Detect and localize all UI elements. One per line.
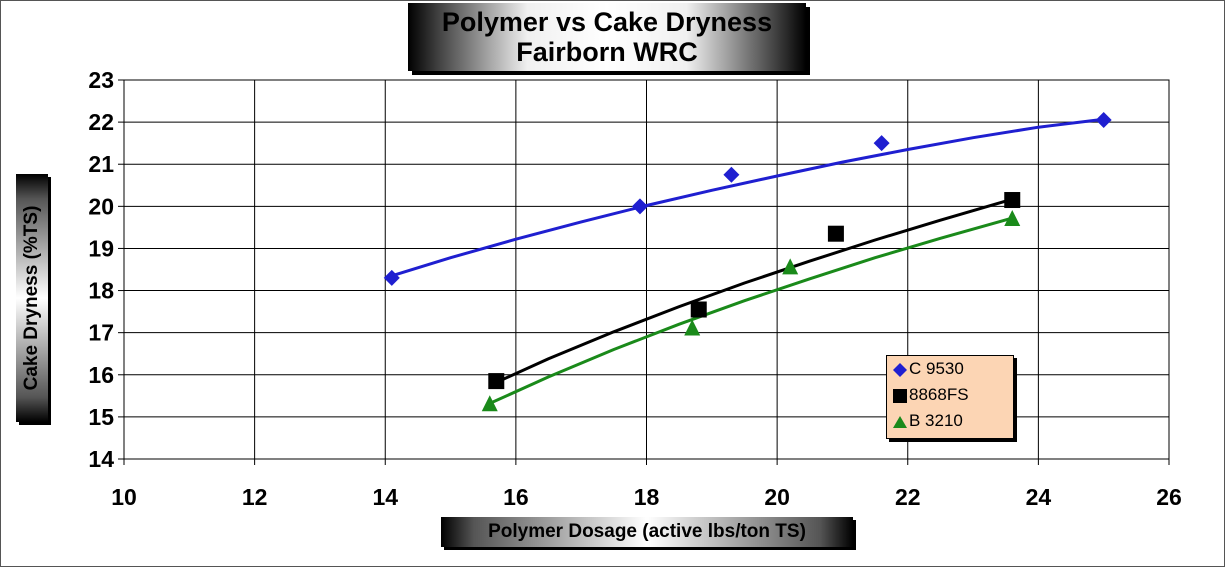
legend-label: B 3210 (909, 411, 963, 430)
y-tick-label: 17 (88, 320, 114, 346)
diamond-marker-icon (893, 362, 907, 377)
x-tick-label: 16 (503, 484, 529, 510)
data-point-c9530 (631, 198, 648, 215)
data-points (383, 112, 1112, 412)
x-axis-label-box: Polymer Dosage (active lbs/ton TS) (441, 517, 853, 547)
x-tick-label: 24 (1026, 484, 1052, 510)
data-point-b3210 (481, 395, 498, 412)
trend-lines (391, 117, 1104, 405)
y-tick-label: 20 (88, 193, 114, 219)
y-tick-label: 22 (88, 109, 114, 135)
data-point-8868fs (1004, 192, 1021, 209)
y-tick-label: 19 (88, 235, 114, 261)
y-tick-label: 23 (88, 67, 114, 93)
tick-labels: 14 15 16 17 18 19 20 21 22 23 10 12 14 16 18 20 22 24 26 (88, 67, 1181, 510)
legend-label: 8868FS (909, 385, 969, 404)
x-tick-label: 20 (764, 484, 790, 510)
data-point-c9530 (383, 269, 400, 286)
trend-line-8868fs (495, 197, 1013, 384)
data-point-8868fs (690, 301, 707, 318)
legend: C 9530 8868FS B 3210 (886, 355, 1014, 439)
y-tick-label: 14 (88, 446, 114, 472)
chart-title-box: Polymer vs Cake Dryness Fairborn WRC (408, 3, 806, 71)
y-tick-label: 18 (88, 278, 114, 304)
y-axis-label-box: Cake Dryness (%TS) (16, 174, 48, 422)
x-tick-label: 18 (634, 484, 660, 510)
square-marker-icon (893, 388, 907, 403)
x-axis-label: Polymer Dosage (active lbs/ton TS) (488, 521, 806, 542)
data-point-c9530 (873, 135, 890, 152)
x-tick-label: 22 (895, 484, 921, 510)
chart-title: Polymer vs Cake Dryness (441, 7, 773, 37)
legend-item-8868fs: 8868FS (887, 382, 1013, 408)
trend-line-c9530 (391, 117, 1104, 278)
y-tick-label: 21 (88, 151, 114, 177)
trend-line-b3210 (489, 216, 1013, 405)
chart-subtitle: Fairborn WRC (516, 37, 698, 67)
legend-item-c9530: C 9530 (887, 356, 1013, 382)
data-point-b3210 (684, 319, 701, 336)
legend-item-b3210: B 3210 (887, 408, 1013, 434)
x-tick-label: 12 (242, 484, 268, 510)
data-point-8868fs (488, 373, 505, 390)
x-tick-label: 10 (111, 484, 137, 510)
legend-label: C 9530 (909, 359, 964, 378)
data-point-c9530 (723, 166, 740, 183)
triangle-marker-icon (893, 415, 907, 428)
x-tick-label: 26 (1156, 484, 1182, 510)
y-axis-label: Cake Dryness (%TS) (21, 205, 42, 391)
data-point-8868fs (827, 225, 844, 242)
data-point-c9530 (1095, 112, 1112, 129)
x-tick-label: 14 (372, 484, 398, 510)
data-point-b3210 (1004, 209, 1021, 226)
y-tick-label: 15 (88, 404, 114, 430)
data-point-b3210 (782, 258, 799, 275)
y-tick-label: 16 (88, 362, 114, 388)
